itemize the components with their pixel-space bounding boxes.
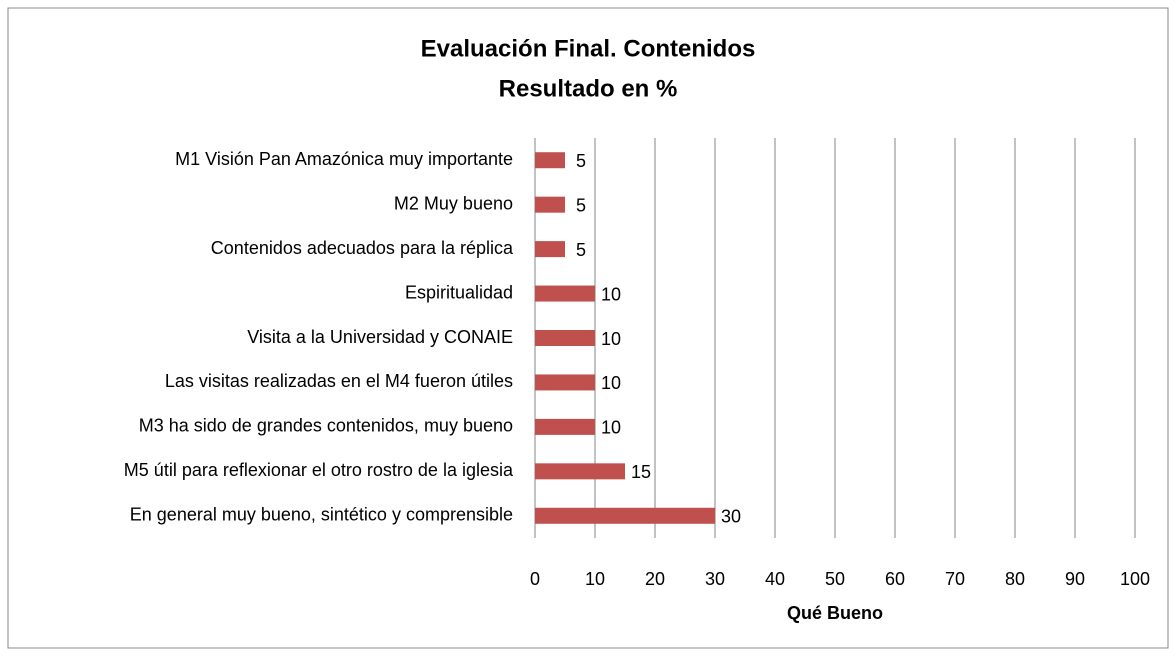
bar: [535, 285, 595, 302]
bar: [535, 152, 565, 169]
data-label: 15: [631, 462, 651, 482]
bar: [535, 241, 565, 258]
y-tick-label: M3 ha sido de grandes contenidos, muy bu…: [139, 416, 513, 436]
bar: [535, 330, 595, 346]
x-tick-label: 10: [585, 569, 605, 589]
x-tick-label: 60: [885, 569, 905, 589]
x-tick-label: 20: [645, 569, 665, 589]
y-tick-label: Espiritualidad: [405, 282, 513, 302]
data-label: 10: [601, 284, 621, 304]
bar: [535, 507, 715, 524]
y-tick-label: M1 Visión Pan Amazónica muy importante: [175, 149, 513, 169]
chart-subtitle: Resultado en %: [499, 75, 678, 102]
data-label: 30: [721, 507, 741, 527]
x-tick-label: 50: [825, 569, 845, 589]
x-tick-label: 90: [1065, 569, 1085, 589]
bar: [535, 418, 595, 435]
data-label: 10: [601, 418, 621, 438]
bar: [535, 374, 595, 391]
chart-title: Evaluación Final. Contenidos: [421, 35, 756, 62]
data-label: 10: [601, 373, 621, 393]
y-tick-label: M2 Muy bueno: [394, 193, 513, 213]
y-tick-label: En general muy bueno, sintético y compre…: [130, 505, 513, 525]
data-label: 5: [576, 240, 586, 260]
y-tick-label: Visita a la Universidad y CONAIE: [247, 327, 513, 347]
bar: [535, 463, 625, 480]
data-label: 10: [601, 329, 621, 349]
x-tick-label: 40: [765, 569, 785, 589]
data-label: 5: [576, 195, 586, 215]
data-label: 5: [576, 151, 586, 171]
x-tick-label: 80: [1005, 569, 1025, 589]
x-tick-label: 70: [945, 569, 965, 589]
y-tick-label: M5 útil para reflexionar el otro rostro …: [124, 460, 514, 480]
x-tick-label: 100: [1120, 569, 1150, 589]
bar: [535, 196, 565, 213]
y-tick-label: Contenidos adecuados para la réplica: [211, 238, 514, 258]
x-tick-label: 0: [530, 569, 540, 589]
x-tick-label: 30: [705, 569, 725, 589]
y-tick-label: Las visitas realizadas en el M4 fueron ú…: [165, 371, 513, 391]
x-axis-label: Qué Bueno: [787, 603, 883, 623]
chart-frame: [7, 7, 1169, 649]
